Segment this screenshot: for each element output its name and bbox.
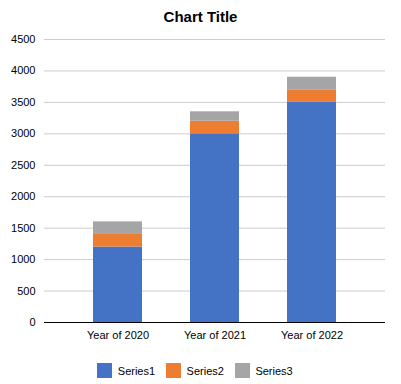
svg-text:Year of 2022: Year of 2022 bbox=[281, 329, 343, 341]
svg-text:500: 500 bbox=[17, 285, 35, 297]
html-text:Series1: Series1 bbox=[117, 364, 156, 377]
html-text:Chart Title: Chart Title bbox=[163, 8, 238, 25]
svg-text:3000: 3000 bbox=[11, 127, 35, 139]
svg-text:Year of 2021: Year of 2021 bbox=[184, 329, 246, 341]
svg-text:4500: 4500 bbox=[11, 33, 35, 45]
html-text:Series3: Series3 bbox=[255, 364, 293, 377]
svg-text:1500: 1500 bbox=[11, 222, 35, 234]
svg-text:1000: 1000 bbox=[11, 253, 35, 265]
svg-text:Year of 2020: Year of 2020 bbox=[87, 329, 149, 341]
svg-text:2000: 2000 bbox=[11, 190, 35, 202]
svg-text:0: 0 bbox=[29, 316, 35, 328]
html-text:Series2: Series2 bbox=[186, 364, 224, 377]
svg-text:4000: 4000 bbox=[11, 64, 35, 76]
svg-text:3500: 3500 bbox=[11, 96, 35, 108]
svg-text:2500: 2500 bbox=[11, 159, 35, 171]
